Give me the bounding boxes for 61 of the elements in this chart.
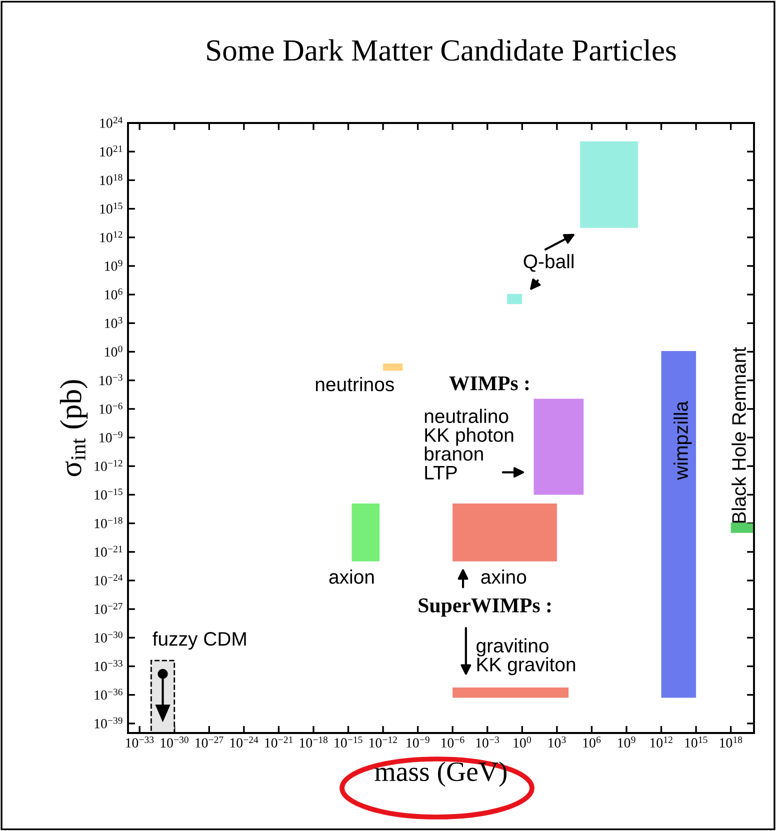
x-tick-label: 10$^{−6}$ — [441, 736, 464, 748]
x-tick-label: 10$^{−12}$ — [369, 736, 397, 748]
x-tick-label: 10$^{3}$ — [548, 736, 566, 748]
y-tick-label: 10$^{9}$ — [105, 260, 122, 271]
x-tick-label: 10$^{−9}$ — [406, 736, 430, 748]
y-tick-label: 10$^{−33}$ — [94, 660, 122, 672]
y-tick-label: 10$^{15}$ — [100, 202, 122, 214]
y-tick-label: 10$^{24}$ — [100, 116, 123, 128]
y-tick-label: 10$^{12}$ — [100, 231, 122, 242]
y-tick-label: 10$^{−6}$ — [100, 402, 122, 414]
x-tick-label: 10$^{18}$ — [720, 736, 742, 748]
bar — [352, 504, 380, 562]
x-tick-label: 10$^{−33}$ — [126, 736, 154, 748]
y-tick-label: 10$^{0}$ — [105, 346, 122, 357]
y-tick-label: 10$^{−3}$ — [100, 374, 122, 386]
bar — [452, 504, 557, 562]
bar — [730, 523, 754, 533]
annotation: SuperWIMPs : — [418, 598, 551, 617]
bar — [534, 399, 584, 495]
y-tick-label: 10$^{−15}$ — [94, 488, 122, 500]
x-tick-label: 10$^{0}$ — [514, 736, 531, 748]
annotation: Q-ball — [524, 254, 574, 272]
x-tick-label: 10$^{−18}$ — [300, 736, 328, 748]
y-axis-title: σ$_{int}$ (pb) — [60, 380, 88, 476]
x-tick-label: 10$^{−15}$ — [334, 736, 362, 748]
annotation: neutralino KK photon branon LTP — [424, 408, 514, 480]
annotation: WIMPs : — [449, 376, 529, 390]
y-tick-label: 10$^{−21}$ — [94, 546, 122, 557]
y-tick-label: 10$^{−39}$ — [94, 717, 122, 728]
x-tick-label: 10$^{−3}$ — [476, 736, 499, 748]
annotation: fuzzy CDM — [152, 632, 246, 650]
annotation: wimpzilla — [674, 400, 692, 480]
y-tick-label: 10$^{−24}$ — [94, 574, 123, 586]
y-tick-label: 10$^{−36}$ — [94, 688, 122, 700]
y-tick-label: 10$^{3}$ — [105, 317, 122, 328]
y-tick-label: 10$^{−18}$ — [94, 517, 122, 528]
annotation: axino — [481, 570, 526, 584]
y-tick-label: 10$^{18}$ — [100, 174, 122, 186]
y-tick-label: 10$^{6}$ — [105, 288, 122, 300]
y-tick-label: 10$^{−30}$ — [94, 632, 122, 643]
x-axis-title: mass (GeV) — [374, 762, 506, 787]
annotation: neutrinos — [316, 377, 394, 392]
x-tick-label: 10$^{−21}$ — [265, 736, 293, 748]
annotation: axion — [329, 570, 374, 584]
x-tick-label: 10$^{9}$ — [618, 736, 636, 748]
x-tick-label: 10$^{6}$ — [583, 736, 601, 748]
bar — [383, 364, 403, 371]
bar — [661, 352, 696, 698]
y-tick-label: 10$^{−9}$ — [100, 431, 122, 442]
chart-title: Some Dark Matter Candidate Particles — [207, 39, 676, 61]
bar — [452, 688, 569, 698]
x-tick-label: 10$^{−27}$ — [196, 736, 224, 748]
y-tick-label: 10$^{21}$ — [100, 145, 122, 156]
x-tick-label: 10$^{15}$ — [685, 736, 708, 748]
annotation: gravitino KK graviton — [476, 638, 576, 676]
x-tick-label: 10$^{−30}$ — [160, 736, 188, 748]
y-tick-label: 10$^{−27}$ — [94, 602, 122, 614]
y-tick-label: 10$^{−12}$ — [94, 460, 122, 472]
x-tick-label: 10$^{12}$ — [650, 736, 672, 748]
annotation: Black Hole Remnant — [732, 347, 746, 523]
x-tick-label: 10$^{−24}$ — [230, 736, 258, 748]
